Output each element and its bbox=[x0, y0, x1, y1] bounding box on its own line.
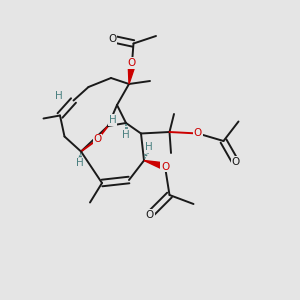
Text: H: H bbox=[55, 91, 62, 101]
Text: O: O bbox=[161, 161, 169, 172]
Text: O: O bbox=[194, 128, 202, 139]
Polygon shape bbox=[144, 160, 166, 170]
Text: H: H bbox=[145, 142, 152, 152]
Text: O: O bbox=[93, 134, 102, 145]
Polygon shape bbox=[128, 62, 136, 84]
Text: O: O bbox=[128, 58, 136, 68]
Text: O: O bbox=[108, 34, 117, 44]
Text: H: H bbox=[76, 158, 83, 169]
Text: H: H bbox=[122, 130, 130, 140]
Text: H: H bbox=[109, 115, 116, 125]
Text: O: O bbox=[146, 209, 154, 220]
Text: O: O bbox=[231, 157, 240, 167]
